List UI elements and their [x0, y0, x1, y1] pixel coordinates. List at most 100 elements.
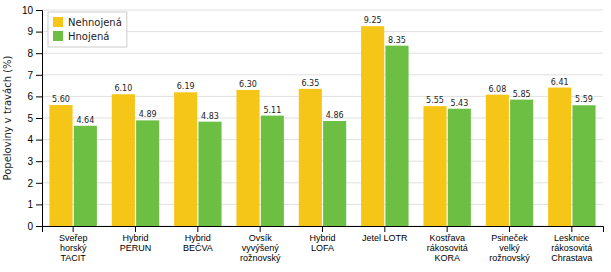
y-tick: 10 — [22, 5, 42, 16]
x-tick-label: HybridLOFA — [309, 233, 335, 253]
legend-swatch — [53, 17, 63, 27]
y-tick-label: 5 — [27, 113, 33, 124]
x-tick-label-line: rákosovitá — [427, 243, 468, 253]
x-tick-label-line: Hybrid — [309, 233, 335, 243]
bar — [510, 100, 533, 226]
x-tick-label-line: Jetel LOTR — [362, 233, 408, 243]
bar — [198, 122, 221, 226]
x-tick: KostřavarákosovitáKORA — [427, 226, 468, 263]
data-label: 5.43 — [450, 99, 468, 108]
y-tick-mark — [36, 32, 42, 33]
data-label: 5.85 — [513, 90, 531, 99]
y-tick-mark — [36, 96, 42, 97]
y-tick-label: 9 — [27, 26, 33, 37]
bar — [49, 105, 72, 226]
x-tick-label-line: Kostřava — [429, 233, 465, 243]
data-label: 5.11 — [263, 106, 281, 115]
data-label: 5.59 — [575, 95, 593, 104]
x-tick-label: Ovsíkvyvýšenýrožnovský — [240, 233, 281, 263]
bar — [548, 88, 571, 226]
legend: Nehnojená Hnojená — [48, 12, 127, 47]
y-tick-mark — [36, 75, 42, 76]
x-tick-label-line: Psineček — [491, 233, 528, 243]
x-tick-label-line: rákosovitá — [551, 243, 592, 253]
x-tick-label-line: Ovsík — [249, 233, 273, 243]
data-label: 6.41 — [551, 78, 569, 87]
grid-line — [42, 53, 603, 54]
x-tick-label: SveřephorskýTACIT — [59, 233, 88, 263]
data-label: 6.35 — [301, 79, 319, 88]
data-label: 6.30 — [239, 80, 257, 89]
y-tick-mark — [36, 183, 42, 184]
x-tick-label-line: TACIT — [60, 253, 86, 263]
plot: 5.606.106.196.306.359.255.556.086.414.64… — [22, 5, 604, 263]
x-tick-label-line: Hybrid — [185, 233, 211, 243]
x-tick: HybridBEČVA — [183, 226, 213, 253]
x-tick-label-line: PERUN — [120, 243, 152, 253]
bar — [74, 126, 97, 226]
y-tick-mark — [36, 204, 42, 205]
series-bars — [74, 46, 596, 226]
y-tick-label: 10 — [22, 5, 34, 16]
x-tick-label: Psinečekvelkýrožnovský — [489, 233, 530, 263]
y-tick: 3 — [27, 156, 42, 167]
y-axis: 012345678910 — [22, 5, 43, 232]
data-label: 8.35 — [388, 36, 406, 45]
y-axis-line — [36, 11, 43, 227]
x-tick: Jetel LOTR — [362, 226, 408, 243]
bar — [174, 92, 197, 226]
x-tick-mark — [73, 226, 74, 232]
data-label: 6.08 — [488, 85, 506, 94]
bar — [423, 106, 446, 226]
x-tick: SveřephorskýTACIT — [59, 226, 88, 263]
bar — [136, 120, 159, 226]
legend-item: Nehnojená — [53, 17, 122, 28]
y-tick: 7 — [27, 70, 42, 81]
legend-swatch — [53, 31, 63, 41]
data-labels: 5.606.106.196.306.359.255.556.086.414.64… — [52, 16, 593, 125]
y-tick-mark — [36, 10, 42, 11]
x-tick-label-line: vyvýšený — [242, 243, 280, 253]
series-bars — [49, 26, 571, 226]
x-tick-mark — [322, 226, 323, 232]
bar — [385, 46, 408, 226]
y-tick-mark — [36, 118, 42, 119]
bar — [112, 94, 135, 226]
grid-line — [42, 74, 603, 75]
x-tick-label: HybridPERUN — [120, 233, 152, 253]
x-tick-label-line: rožnovský — [240, 253, 281, 263]
chart: 5.606.106.196.306.359.255.556.086.414.64… — [0, 0, 611, 272]
y-tick: 6 — [27, 91, 42, 102]
x-tick: LesknicerákosovitáChrastava — [551, 226, 592, 263]
bars — [49, 26, 595, 226]
y-tick-label: 4 — [27, 134, 33, 145]
data-label: 5.60 — [52, 95, 70, 104]
y-tick: 0 — [27, 221, 42, 232]
data-label: 4.83 — [201, 112, 219, 121]
x-tick-label-line: horský — [60, 243, 87, 253]
data-label: 9.25 — [364, 16, 382, 25]
x-tick-mark — [135, 226, 136, 232]
y-tick-mark — [36, 140, 42, 141]
legend-box — [48, 12, 127, 47]
x-tick-mark — [384, 226, 385, 232]
x-tick-label: KostřavarákosovitáKORA — [427, 233, 468, 263]
y-axis-title: Popeloviny v travách (%) — [2, 55, 13, 180]
y-tick-label: 7 — [27, 70, 33, 81]
legend-label: Hnojená — [68, 31, 109, 42]
bar — [323, 121, 346, 226]
bar — [299, 89, 322, 226]
y-tick: 9 — [27, 26, 42, 37]
x-axis-line — [43, 227, 604, 233]
bar — [572, 105, 595, 226]
data-label: 4.89 — [139, 110, 157, 119]
data-label: 4.64 — [76, 116, 94, 125]
x-tick-label-line: Hybrid — [122, 233, 148, 243]
y-tick-mark — [36, 226, 42, 227]
y-tick: 1 — [27, 199, 42, 210]
x-tick-label-line: Lesknice — [554, 233, 590, 243]
x-tick-label-line: LOFA — [311, 243, 334, 253]
x-tick-label-line: rožnovský — [489, 253, 530, 263]
x-tick-mark — [197, 226, 198, 232]
legend-item: Hnojená — [53, 31, 109, 42]
